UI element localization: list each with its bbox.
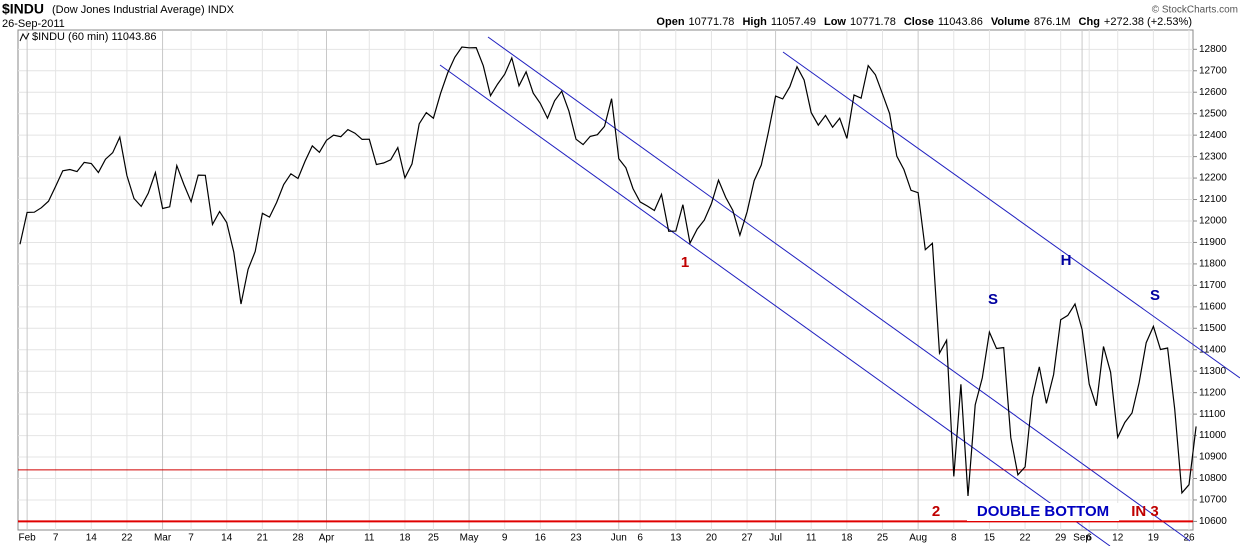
x-tick-label: 7 bbox=[188, 533, 194, 544]
y-tick-label: 12500 bbox=[1199, 108, 1227, 119]
y-tick-label: 11000 bbox=[1199, 430, 1227, 441]
x-tick-label: Jul bbox=[769, 533, 782, 544]
annotations: 1 2 DOUBLE BOTTOM IN 3 S H S bbox=[681, 252, 1160, 521]
marks bbox=[18, 46, 1197, 523]
y-tick-label: 12700 bbox=[1199, 65, 1227, 76]
y-tick-label: 11800 bbox=[1199, 259, 1227, 270]
y-tick-label: 11700 bbox=[1199, 280, 1227, 291]
x-tick-label: 22 bbox=[121, 533, 133, 544]
y-tick-label: 11900 bbox=[1199, 237, 1227, 248]
quote-value: 876.1M bbox=[1034, 16, 1071, 28]
y-tick-label: 10900 bbox=[1199, 452, 1227, 463]
quote-label: Chg bbox=[1079, 16, 1100, 28]
quote-value: 11057.49 bbox=[771, 16, 816, 28]
x-tick-label: 21 bbox=[257, 533, 269, 544]
x-tick-label: Mar bbox=[154, 533, 172, 544]
x-tick-label: 18 bbox=[399, 533, 411, 544]
x-tick-label: 25 bbox=[877, 533, 889, 544]
plot-frame bbox=[17, 29, 1194, 531]
x-tick-label: Feb bbox=[19, 533, 37, 544]
x-tick-label: 14 bbox=[221, 533, 233, 544]
quote-value: 11043.86 bbox=[938, 16, 983, 28]
x-tick-label: 15 bbox=[984, 533, 996, 544]
x-tick-label: 16 bbox=[535, 533, 547, 544]
quote-label: High bbox=[742, 16, 767, 28]
channel-lines bbox=[439, 36, 1240, 546]
legend-entry: $INDU (60 min) 11043.86 bbox=[32, 31, 157, 43]
x-tick-label: May bbox=[460, 533, 479, 544]
channel-line bbox=[782, 51, 1240, 379]
x-tick-label: Apr bbox=[319, 533, 335, 544]
annotation-bg bbox=[967, 503, 1119, 521]
x-tick-label: 28 bbox=[292, 533, 304, 544]
y-tick-label: 10700 bbox=[1199, 495, 1227, 506]
annotation: S bbox=[988, 291, 998, 308]
y-tick-label: 10600 bbox=[1199, 516, 1227, 527]
x-tick-label: 29 bbox=[1055, 533, 1067, 544]
y-tick-label: 11100 bbox=[1199, 409, 1226, 420]
annotation: S bbox=[1150, 287, 1160, 304]
copyright: © StockCharts.com bbox=[1152, 5, 1238, 16]
channel-line bbox=[439, 64, 1111, 546]
x-tick-label: 26 bbox=[1183, 533, 1195, 544]
y-tick-label: 12800 bbox=[1199, 44, 1227, 55]
y-tick-label: 12100 bbox=[1199, 194, 1227, 205]
annotation: 2 bbox=[932, 503, 940, 520]
y-tick-label: 11600 bbox=[1199, 301, 1227, 312]
quote-value: 10771.78 bbox=[689, 16, 735, 28]
y-tick-label: 11500 bbox=[1199, 323, 1227, 334]
quote-label: Volume bbox=[991, 16, 1030, 28]
chart-title: $INDU bbox=[2, 1, 44, 17]
price-line bbox=[19, 46, 1197, 496]
quote-label: Open bbox=[656, 16, 684, 28]
y-tick-label: 12600 bbox=[1199, 87, 1227, 98]
x-tick-label: 22 bbox=[1019, 533, 1031, 544]
annotation: IN 3 bbox=[1131, 503, 1159, 520]
y-tick-label: 12000 bbox=[1199, 216, 1227, 227]
x-tick-label: 6 bbox=[1086, 533, 1092, 544]
y-tick-label: 10800 bbox=[1199, 473, 1227, 484]
x-tick-label: 13 bbox=[670, 533, 682, 544]
x-tick-label: 7 bbox=[53, 533, 59, 544]
x-tick-label: Jun bbox=[611, 533, 627, 544]
x-tick-label: 18 bbox=[841, 533, 853, 544]
x-tick-label: 12 bbox=[1112, 533, 1124, 544]
x-tick-label: 11 bbox=[364, 533, 375, 544]
y-tick-label: 12200 bbox=[1199, 173, 1227, 184]
quote-line: Open 10771.78 High 11057.49 Low 10771.78 Close… bbox=[656, 16, 1192, 28]
x-tick-label: 20 bbox=[706, 533, 718, 544]
x-tick-label: 25 bbox=[428, 533, 440, 544]
x-tick-label: 19 bbox=[1148, 533, 1160, 544]
quote-value: 10771.78 bbox=[850, 16, 896, 28]
y-tick-label: 12400 bbox=[1199, 130, 1227, 141]
x-tick-label: 23 bbox=[570, 533, 582, 544]
x-tick-label: 27 bbox=[741, 533, 753, 544]
chart-subtitle: (Dow Jones Industrial Average) INDX bbox=[52, 4, 235, 16]
annotation: H bbox=[1061, 252, 1072, 269]
annotation: 1 bbox=[681, 254, 689, 271]
x-tick-label: Aug bbox=[909, 533, 927, 544]
x-tick-label: 11 bbox=[806, 533, 817, 544]
chart-date: 26-Sep-2011 bbox=[2, 18, 65, 30]
quote-value: +272.38 (+2.53%) bbox=[1104, 16, 1192, 28]
legend: $INDU (60 min) 11043.86 bbox=[19, 31, 157, 43]
y-tick-label: 11200 bbox=[1199, 387, 1227, 398]
legend-swatch bbox=[19, 32, 30, 42]
annotation: DOUBLE BOTTOM bbox=[977, 503, 1109, 520]
quote: Open 10771.78 High 11057.49 Low 10771.78 Close… bbox=[656, 16, 1192, 28]
x-tick-label: Sep bbox=[1073, 533, 1091, 544]
grid: 10600 10700 10800 10900 11000 11100 11200 11300… bbox=[18, 30, 1227, 544]
x-tick-label: 8 bbox=[951, 533, 957, 544]
channel-line bbox=[487, 36, 1191, 542]
y-tick-label: 11300 bbox=[1199, 366, 1227, 377]
x-tick-label: 6 bbox=[637, 533, 643, 544]
y-tick-label: 12300 bbox=[1199, 151, 1227, 162]
quote-label: Low bbox=[824, 16, 846, 28]
y-tick-label: 11400 bbox=[1199, 344, 1227, 355]
quote-label: Close bbox=[904, 16, 934, 28]
x-tick-label: 14 bbox=[86, 533, 98, 544]
x-tick-label: 9 bbox=[502, 533, 508, 544]
